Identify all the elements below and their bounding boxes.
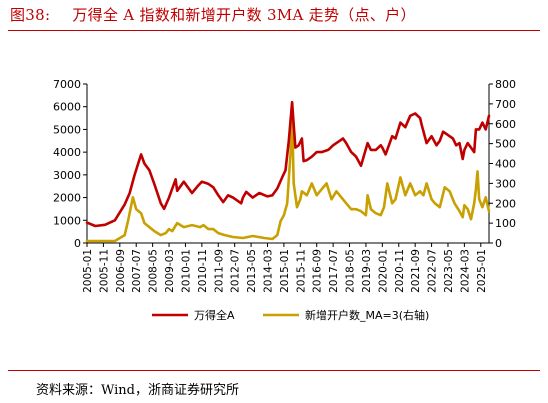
y-tick-label-left: 6000 [53,101,81,114]
x-tick-label: 2025-01 [476,249,488,293]
x-tick-label: 2014-03 [262,249,274,293]
x-tick-label: 2024-03 [459,249,471,293]
x-tick-label: 2005-11 [98,249,110,293]
x-tick-label: 2010-01 [180,249,192,293]
x-tick-label: 2015-11 [295,249,307,293]
y-tick-label-right: 500 [495,138,516,151]
y-tick-label-right: 600 [495,118,516,131]
series-line-index [85,100,491,228]
x-tick-label: 2022-07 [427,249,439,293]
y-tick-label-left: 4000 [53,146,81,159]
chart-lines [85,100,491,243]
x-tick-label: 2020-11 [394,249,406,293]
y-tick-label-right: 300 [495,177,516,190]
x-tick-label: 2017-07 [328,249,340,293]
y-tick-label-left: 3000 [53,169,81,182]
figure-number: 图38: [10,6,51,24]
x-tick-label: 2006-09 [115,249,127,293]
source-rule [8,370,540,371]
y-tick-label-right: 800 [495,78,516,91]
series-line-accounts [85,112,491,243]
x-tick-label: 2015-01 [279,249,291,293]
y-tick-label-left: 7000 [53,78,81,91]
x-tick-label: 2023-05 [443,249,455,293]
x-tick-label: 2008-05 [148,249,160,293]
chart: 0 1000 2000 3000 4000 5000 6000 7000 0 100 200 300 4… [53,78,516,322]
x-tick-label: 2005-01 [82,249,94,293]
y-tick-label-left: 1000 [53,214,81,227]
x-tick-label: 2013-05 [246,249,258,293]
x-tick-label: 2012-07 [230,249,242,293]
y-tick-label-right: 400 [495,158,516,171]
x-tick-label: 2011-09 [213,249,225,293]
y-tick-label-right: 700 [495,98,516,111]
figure-title-text: 万得全 A 指数和新增开户数 3MA 走势（点、户） [72,6,416,24]
y-tick-label-right: 200 [495,197,516,210]
y-tick-label-right: 100 [495,217,516,230]
chart-legend: 万得全A 新增开户数_MA=3(右轴) [152,308,429,322]
y-tick-label-left: 2000 [53,192,81,205]
x-tick-label: 2007-07 [131,249,143,293]
legend-label-index: 万得全A [194,308,235,322]
x-tick-label: 2010-11 [197,249,209,293]
x-tick-label: 2018-05 [345,249,357,293]
title-rule [8,30,540,31]
x-tick-label: 2009-03 [164,249,176,293]
x-tick-label: 2016-09 [312,249,324,293]
y-tick-label-left: 5000 [53,123,81,136]
source-note: 资料来源：Wind，浙商证券研究所 [36,383,239,398]
y-tick-label-left: 0 [74,237,81,250]
x-tick-label: 2021-09 [410,249,422,293]
x-tick-label: 2020-01 [377,249,389,293]
figure-title: 图38: 万得全 A 指数和新增开户数 3MA 走势（点、户） [10,4,416,26]
chart-axes: 0 1000 2000 3000 4000 5000 6000 7000 0 100 200 300 4… [53,78,516,293]
legend-label-accounts: 新增开户数_MA=3(右轴) [305,308,429,322]
y-tick-label-right: 0 [495,237,502,250]
x-tick-label: 2019-03 [361,249,373,293]
